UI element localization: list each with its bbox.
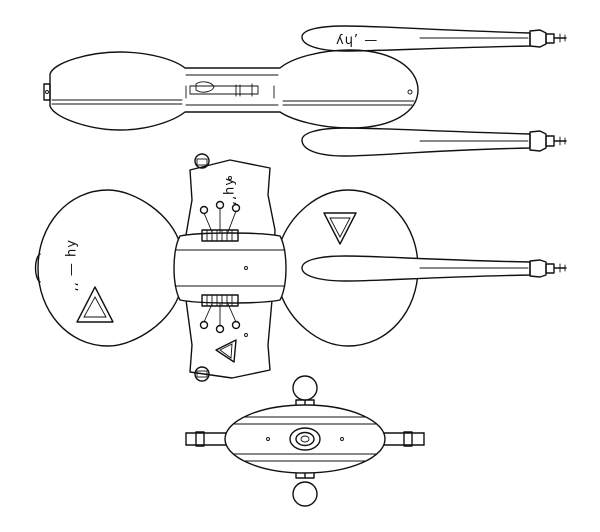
side-main-hull [43, 49, 419, 131]
side-upper-nacelle: ʎɥ’ — [301, 25, 567, 52]
lower-grille [206, 294, 233, 307]
front-side-pods [185, 431, 425, 447]
top-wing-marking: ʎɥ’’ [222, 178, 237, 206]
front-upper-nacelle [292, 375, 318, 401]
side-lower-nacelle [301, 127, 567, 157]
top-view: ʎɥ’’ ʎɥ — ’’ [34, 153, 567, 382]
front-main-body [224, 404, 386, 474]
top-nacelle [301, 255, 567, 282]
top-left-hull-marking: ʎɥ — ’’ [64, 240, 79, 292]
side-view: ʎɥ’ — [43, 25, 567, 157]
side-nacelle-marking: ʎɥ’ — [336, 33, 378, 48]
front-view [185, 375, 425, 507]
top-left-disc: ʎɥ — ’’ [34, 189, 181, 347]
front-lower-nacelle [292, 481, 318, 507]
top-central-body [173, 229, 287, 307]
upper-grille [206, 229, 233, 242]
top-wing-plate: ʎɥ’’ [185, 153, 276, 382]
